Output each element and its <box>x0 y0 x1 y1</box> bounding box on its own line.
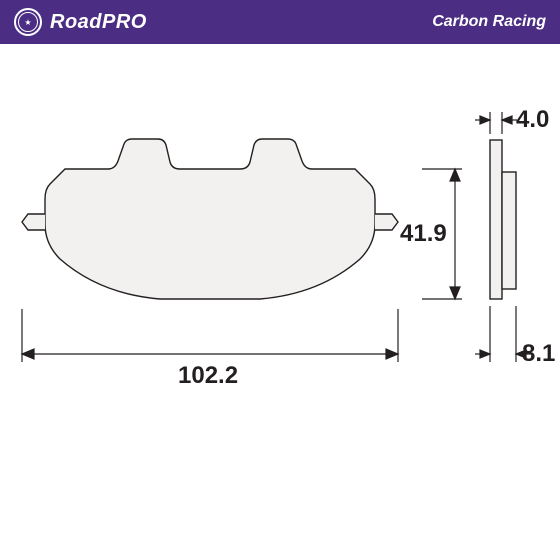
pad-notch-left <box>22 214 45 230</box>
brake-pad-side <box>490 140 516 299</box>
label-plate-thickness: 4.0 <box>516 106 549 134</box>
diagram-canvas: 102.2 41.9 4.0 8.1 <box>0 44 560 560</box>
brake-pad-front <box>0 44 560 560</box>
brand-block: RoadPRO <box>14 8 147 36</box>
label-total-thickness: 8.1 <box>522 340 555 368</box>
label-width: 102.2 <box>178 362 238 390</box>
label-height: 41.9 <box>400 220 447 248</box>
brand-name: RoadPRO <box>50 11 147 34</box>
pad-notch-right <box>375 214 398 230</box>
dim-width <box>22 309 398 362</box>
header-bar: RoadPRO Carbon Racing <box>0 0 560 44</box>
brand-prefix: Road <box>50 11 102 33</box>
logo-icon <box>14 8 42 36</box>
brand-suffix: PRO <box>102 11 147 33</box>
product-line: Carbon Racing <box>432 13 546 31</box>
dim-plate-thickness <box>475 112 517 134</box>
pad-outline <box>45 139 375 299</box>
